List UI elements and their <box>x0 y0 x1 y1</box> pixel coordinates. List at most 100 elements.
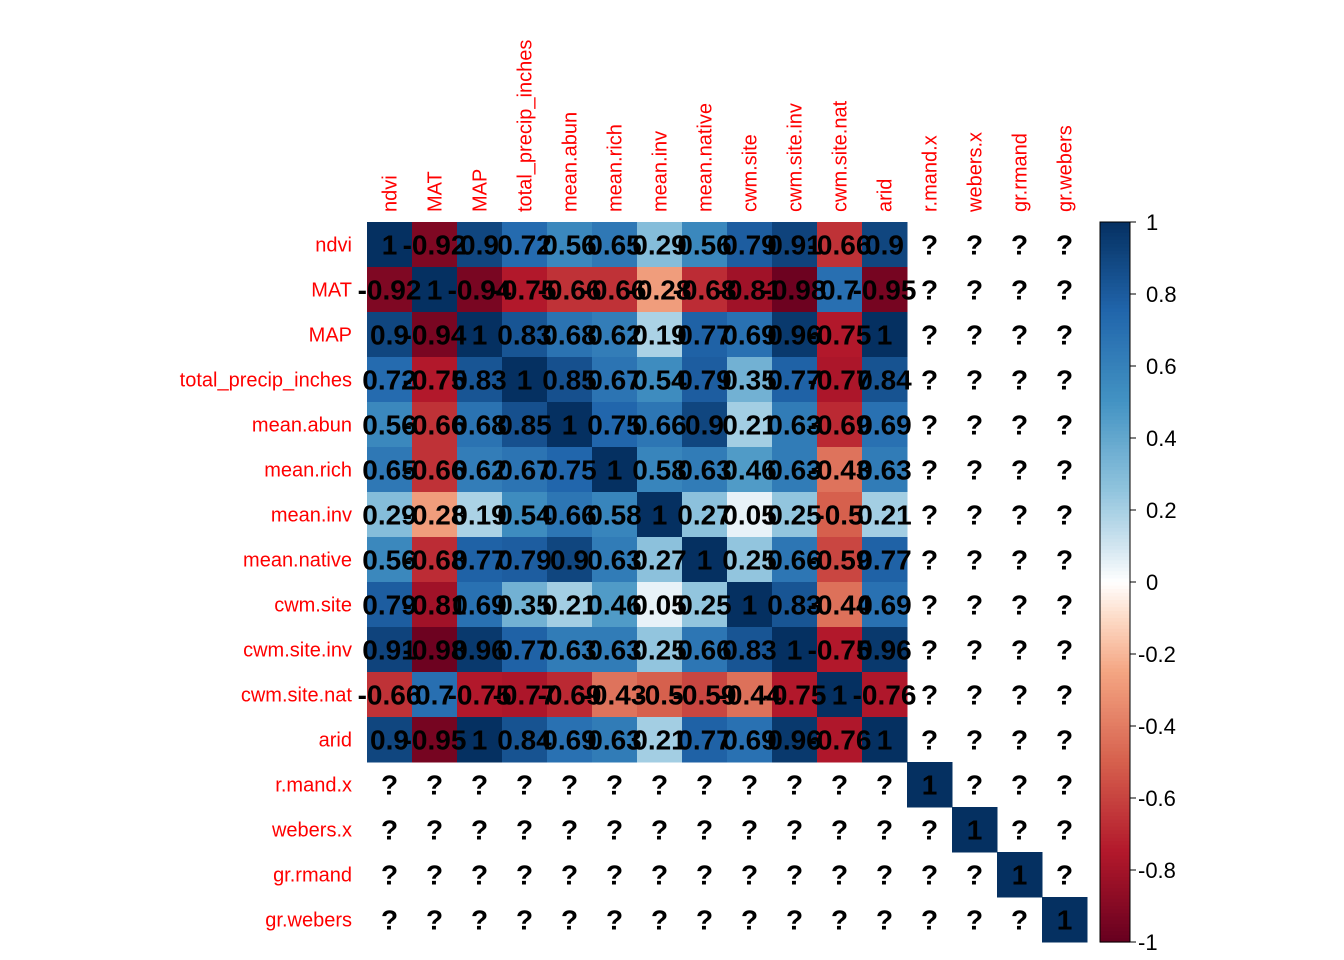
legend-color-step <box>1100 697 1130 702</box>
cell-value-cwm.site.inv-mean.rich: 0.63 <box>587 635 642 666</box>
row-labels: ndvi MAT MAP total_precip_inches mean.abun me… <box>180 235 353 932</box>
legend-color-step <box>1100 495 1130 500</box>
cell-value-arid-mean.abun: 0.69 <box>542 725 597 756</box>
heatmap-cell-ndvi-mean.inv <box>637 222 683 268</box>
heatmap-cell-cwm.site.nat-arid <box>862 672 908 718</box>
cell-value-MAP-gr.rmand: ? <box>1011 320 1028 351</box>
cell-value-cwm.site.inv-mean.native: 0.66 <box>677 635 732 666</box>
cell-value-cwm.site-mean.abun: 0.21 <box>542 590 597 621</box>
legend-color-step <box>1100 528 1130 533</box>
legend-color-step <box>1100 657 1130 662</box>
cell-value-mean.inv-gr.webers: ? <box>1056 500 1073 531</box>
row-label-r.mand.x: r.mand.x <box>275 775 352 797</box>
legend-color-step <box>1100 560 1130 565</box>
cell-value-mean.inv-r.mand.x: ? <box>921 500 938 531</box>
legend-color-step <box>1100 376 1130 381</box>
legend-color-step <box>1100 715 1130 720</box>
cell-value-cwm.site.inv-MAP: 0.96 <box>452 635 507 666</box>
legend-color-step <box>1100 938 1130 943</box>
heatmap-cell-MAT-mean.rich <box>592 267 638 313</box>
column-label-mean.rich: mean.rich <box>605 124 627 212</box>
cell-value-MAT-MAP: -0.94 <box>448 275 512 306</box>
cell-value-webers.x-total_precip_inches: ? <box>516 815 533 846</box>
cell-value-mean.rich-webers.x: ? <box>966 455 983 486</box>
cell-value-mean.rich-gr.rmand: ? <box>1011 455 1028 486</box>
legend-color-step <box>1100 927 1130 932</box>
cell-value-MAT-ndvi: -0.92 <box>358 275 422 306</box>
legend-color-step <box>1100 589 1130 594</box>
cell-value-webers.x-arid: ? <box>876 815 893 846</box>
cell-value-gr.rmand-cwm.site.inv: ? <box>786 860 803 891</box>
cell-value-webers.x-gr.webers: ? <box>1056 815 1073 846</box>
cell-value-webers.x-cwm.site.inv: ? <box>786 815 803 846</box>
cell-value-mean.rich-ndvi: 0.65 <box>362 455 417 486</box>
cell-value-total_precip_inches-gr.webers: ? <box>1056 365 1073 396</box>
legend-color-step <box>1100 279 1130 284</box>
cell-value-cwm.site.nat-mean.inv: -0.5 <box>635 680 683 711</box>
cell-value-webers.x-mean.inv: ? <box>651 815 668 846</box>
cell-value-cwm.site.nat-ndvi: -0.66 <box>358 680 422 711</box>
cell-value-mean.rich-mean.inv: 0.58 <box>632 455 687 486</box>
legend-color-step <box>1100 866 1130 871</box>
legend-color-step <box>1100 441 1130 446</box>
cell-value-cwm.site-mean.native: 0.25 <box>677 590 732 621</box>
cell-value-MAT-mean.native: -0.68 <box>673 275 737 306</box>
heatmap-cell-mean.abun-mean.native <box>682 402 728 448</box>
cell-value-cwm.site-MAP: 0.69 <box>452 590 507 621</box>
legend-color-step <box>1100 758 1130 763</box>
heatmap-cell-MAT-cwm.site.inv <box>772 267 818 313</box>
heatmap-cell-cwm.site-MAP <box>457 582 503 628</box>
heatmap-cell-mean.native-ndvi <box>367 537 413 583</box>
cell-value-mean.inv-mean.inv: 1 <box>652 500 668 531</box>
heatmap-cell-mean.abun-mean.rich <box>592 402 638 448</box>
heatmap-cell-cwm.site-ndvi <box>367 582 413 628</box>
cell-value-mean.abun-mean.rich: 0.75 <box>587 410 642 441</box>
cell-value-arid-r.mand.x: ? <box>921 725 938 756</box>
heatmap-cell-total_precip_inches-MAP <box>457 357 503 403</box>
column-labels: ndvi MAT MAP total_precip_inches mean.abun me… <box>380 40 1077 213</box>
cell-value-arid-MAT: -0.95 <box>403 725 467 756</box>
heatmap-cell-MAT-total_precip_inches <box>502 267 548 313</box>
cell-value-gr.rmand-mean.native: ? <box>696 860 713 891</box>
heatmap-cell-arid-MAP <box>457 717 503 763</box>
heatmap-cell-cwm.site.inv-cwm.site.nat <box>817 627 863 673</box>
legend-color-step <box>1100 225 1130 230</box>
cell-value-cwm.site.nat-cwm.site: -0.44 <box>718 680 782 711</box>
legend-color-step <box>1100 546 1130 551</box>
cell-value-cwm.site.inv-cwm.site.inv: 1 <box>787 635 803 666</box>
cell-value-r.mand.x-arid: ? <box>876 770 893 801</box>
heatmap-cell-mean.abun-total_precip_inches <box>502 402 548 448</box>
cell-value-mean.rich-MAT: -0.66 <box>403 455 467 486</box>
legend-color-step <box>1100 571 1130 576</box>
cell-value-webers.x-mean.abun: ? <box>561 815 578 846</box>
heatmap-cells <box>367 222 1088 943</box>
cell-value-cwm.site.inv-arid: 0.96 <box>857 635 912 666</box>
legend-color-step <box>1100 852 1130 857</box>
legend-color-step <box>1100 477 1130 482</box>
heatmap-cell-mean.inv-cwm.site.inv <box>772 492 818 538</box>
cell-value-mean.inv-total_precip_inches: 0.54 <box>497 500 552 531</box>
cell-value-gr.rmand-total_precip_inches: ? <box>516 860 533 891</box>
legend-color-step <box>1100 819 1130 824</box>
cell-value-mean.abun-mean.abun: 1 <box>562 410 578 441</box>
cell-value-r.mand.x-cwm.site.nat: ? <box>831 770 848 801</box>
heatmap-cell-mean.native-mean.rich <box>592 537 638 583</box>
legend-color-step <box>1100 924 1130 929</box>
cell-value-mean.native-mean.rich: 0.63 <box>587 545 642 576</box>
heatmap-cell-MAP-arid <box>862 312 908 358</box>
legend-color-step <box>1100 398 1130 403</box>
legend-color-step <box>1100 801 1130 806</box>
heatmap-cell-mean.native-total_precip_inches <box>502 537 548 583</box>
legend-color-step <box>1100 510 1130 515</box>
cell-value-cwm.site.inv-MAT: -0.98 <box>403 635 467 666</box>
heatmap-cell-MAP-mean.inv <box>637 312 683 358</box>
heatmap-cell-mean.rich-total_precip_inches <box>502 447 548 493</box>
cell-value-r.mand.x-mean.native: ? <box>696 770 713 801</box>
heatmap-cell-total_precip_inches-MAT <box>412 357 458 403</box>
legend-color-step <box>1100 808 1130 813</box>
cell-value-mean.inv-gr.rmand: ? <box>1011 500 1028 531</box>
cell-value-cwm.site-cwm.site: 1 <box>742 590 758 621</box>
heatmap-cell-cwm.site.inv-total_precip_inches <box>502 627 548 673</box>
cell-value-cwm.site.nat-mean.rich: -0.43 <box>583 680 647 711</box>
cell-value-webers.x-ndvi: ? <box>381 815 398 846</box>
